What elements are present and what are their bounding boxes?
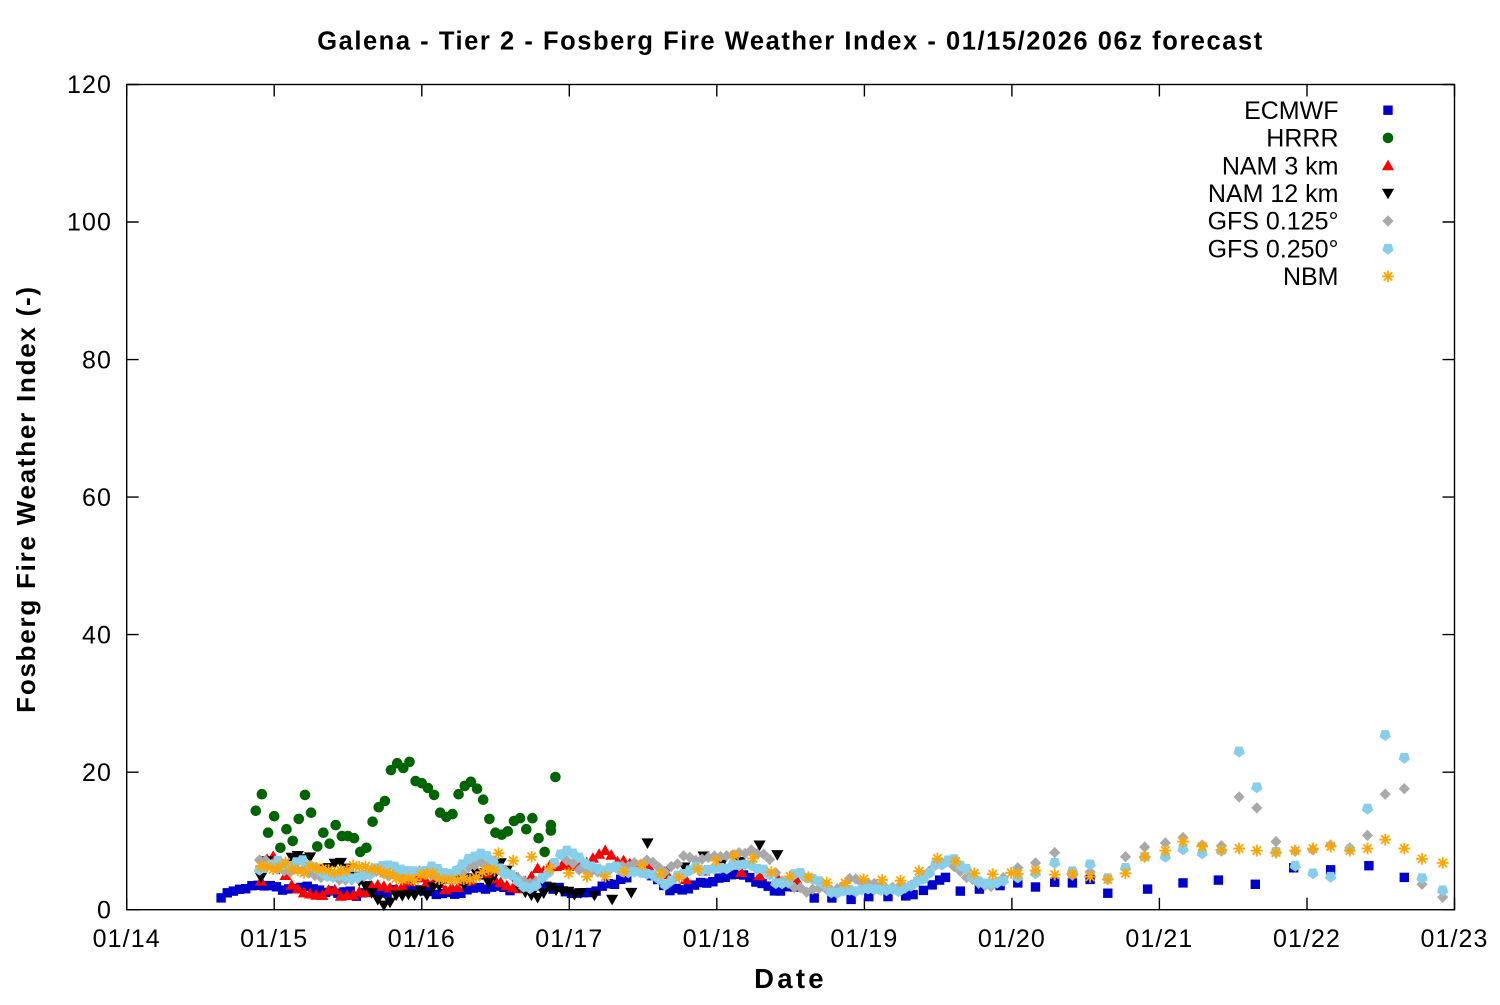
svg-text:Fosberg Fire Weather Index (-): Fosberg Fire Weather Index (-) [11, 285, 41, 713]
svg-text:01/17: 01/17 [535, 925, 603, 953]
svg-text:60: 60 [82, 484, 112, 512]
svg-text:Date: Date [754, 963, 827, 994]
svg-text:01/15: 01/15 [240, 925, 308, 953]
svg-text:20: 20 [82, 759, 112, 787]
svg-text:GFS 0.125°: GFS 0.125° [1208, 208, 1339, 236]
svg-text:01/20: 01/20 [978, 925, 1046, 953]
svg-text:NAM 12 km: NAM 12 km [1208, 180, 1339, 208]
svg-text:100: 100 [67, 209, 112, 237]
svg-text:01/23: 01/23 [1420, 925, 1488, 953]
svg-text:01/18: 01/18 [683, 925, 751, 953]
svg-text:NBM: NBM [1283, 263, 1339, 291]
svg-text:GFS 0.250°: GFS 0.250° [1208, 235, 1339, 263]
svg-text:01/19: 01/19 [830, 925, 898, 953]
svg-text:120: 120 [67, 71, 112, 99]
svg-text:01/22: 01/22 [1273, 925, 1341, 953]
svg-text:01/16: 01/16 [388, 925, 456, 953]
svg-text:01/21: 01/21 [1125, 925, 1193, 953]
svg-text:Galena - Tier 2 - Fosberg Fire: Galena - Tier 2 - Fosberg Fire Weather I… [317, 28, 1264, 56]
svg-text:HRRR: HRRR [1266, 125, 1338, 153]
svg-text:80: 80 [82, 346, 112, 374]
svg-text:40: 40 [82, 621, 112, 649]
svg-text:0: 0 [97, 896, 112, 924]
svg-text:NAM 3 km: NAM 3 km [1222, 152, 1339, 180]
svg-text:ECMWF: ECMWF [1244, 97, 1338, 125]
svg-text:01/14: 01/14 [93, 925, 161, 953]
